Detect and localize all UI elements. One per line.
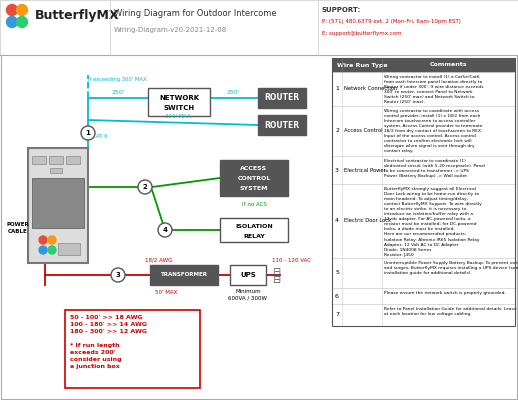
FancyBboxPatch shape xyxy=(230,265,266,285)
Text: SWITCH: SWITCH xyxy=(164,105,195,111)
FancyBboxPatch shape xyxy=(0,0,518,55)
FancyBboxPatch shape xyxy=(220,218,288,242)
Text: 6: 6 xyxy=(335,294,339,298)
Circle shape xyxy=(17,4,27,16)
FancyBboxPatch shape xyxy=(66,156,80,164)
Text: Wire Run Type: Wire Run Type xyxy=(337,62,387,68)
Text: ROUTER: ROUTER xyxy=(264,94,299,102)
Text: POWER
CABLE: POWER CABLE xyxy=(7,222,30,234)
Text: Electric Door Lock: Electric Door Lock xyxy=(344,218,391,224)
Text: Access Control: Access Control xyxy=(344,128,383,134)
Text: 7: 7 xyxy=(335,312,339,318)
FancyBboxPatch shape xyxy=(258,88,306,108)
Text: P: (571) 480.6379 ext. 2 (Mon-Fri, 6am-10pm EST): P: (571) 480.6379 ext. 2 (Mon-Fri, 6am-1… xyxy=(322,20,461,24)
Text: ButterflyMX strongly suggest all Electrical
Door Lock wiring to be home-run dire: ButterflyMX strongly suggest all Electri… xyxy=(384,187,482,257)
Text: Network Connection: Network Connection xyxy=(344,86,397,92)
Text: Wiring contractor to coordinate with access
control provider, install (1) x 18/2: Wiring contractor to coordinate with acc… xyxy=(384,109,482,153)
Text: 4: 4 xyxy=(163,227,167,233)
Circle shape xyxy=(39,246,47,254)
Circle shape xyxy=(158,223,172,237)
Text: Comments: Comments xyxy=(430,62,467,68)
FancyBboxPatch shape xyxy=(332,258,515,288)
FancyBboxPatch shape xyxy=(332,106,515,156)
Text: ISOLATION: ISOLATION xyxy=(235,224,273,230)
Circle shape xyxy=(111,268,125,282)
Text: ButterflyMX: ButterflyMX xyxy=(35,10,120,22)
Circle shape xyxy=(39,236,47,244)
Circle shape xyxy=(7,4,18,16)
Text: Wiring contractor to install (1) a Cat5e/Cat6
from each Intercom panel location : Wiring contractor to install (1) a Cat5e… xyxy=(384,75,483,104)
Text: TRANSFORMER: TRANSFORMER xyxy=(161,272,208,278)
Circle shape xyxy=(17,16,27,28)
FancyBboxPatch shape xyxy=(32,156,46,164)
Text: 250': 250' xyxy=(111,90,125,96)
Text: Refer to Panel Installation Guide for additional details. Leave 6' service loop
: Refer to Panel Installation Guide for ad… xyxy=(384,307,518,316)
FancyBboxPatch shape xyxy=(49,156,63,164)
FancyBboxPatch shape xyxy=(148,88,210,116)
FancyBboxPatch shape xyxy=(28,148,88,263)
Text: ⊟: ⊟ xyxy=(272,275,280,285)
Text: ACCESS: ACCESS xyxy=(240,166,268,172)
Text: Electrical contractor to coordinate (1)
dedicated circuit (with 5-20 receptacle): Electrical contractor to coordinate (1) … xyxy=(384,159,485,178)
Text: 250': 250' xyxy=(226,90,240,96)
Text: CAT 6: CAT 6 xyxy=(92,134,108,140)
FancyBboxPatch shape xyxy=(150,265,218,285)
Text: If exceeding 300' MAX: If exceeding 300' MAX xyxy=(88,78,147,82)
FancyBboxPatch shape xyxy=(332,184,515,258)
Circle shape xyxy=(138,180,152,194)
Text: 50' MAX: 50' MAX xyxy=(155,290,177,296)
Circle shape xyxy=(7,16,18,28)
FancyBboxPatch shape xyxy=(50,168,62,173)
FancyBboxPatch shape xyxy=(332,156,515,184)
Text: 3: 3 xyxy=(116,272,121,278)
Text: Wiring Diagram for Outdoor Intercome: Wiring Diagram for Outdoor Intercome xyxy=(114,10,277,18)
Text: If no ACS: If no ACS xyxy=(241,202,266,206)
FancyBboxPatch shape xyxy=(65,310,200,388)
FancyBboxPatch shape xyxy=(32,178,84,228)
FancyBboxPatch shape xyxy=(332,72,515,106)
Text: NETWORK: NETWORK xyxy=(159,95,199,101)
Text: 5: 5 xyxy=(335,270,339,276)
Text: 2: 2 xyxy=(335,128,339,134)
Text: 1: 1 xyxy=(85,130,91,136)
Text: 2: 2 xyxy=(142,184,148,190)
Text: ⊟: ⊟ xyxy=(272,267,280,277)
FancyBboxPatch shape xyxy=(332,304,515,326)
Text: Please ensure the network switch is properly grounded.: Please ensure the network switch is prop… xyxy=(384,291,506,295)
Circle shape xyxy=(48,236,56,244)
Text: Electrical Power: Electrical Power xyxy=(344,168,386,172)
FancyBboxPatch shape xyxy=(258,115,306,135)
Text: SUPPORT:: SUPPORT: xyxy=(322,7,361,13)
Text: CONTROL: CONTROL xyxy=(237,176,271,182)
Circle shape xyxy=(81,126,95,140)
Text: UPS: UPS xyxy=(240,272,256,278)
Text: 50 - 100' >> 18 AWG
100 - 180' >> 14 AWG
180 - 300' >> 12 AWG

* If run length
e: 50 - 100' >> 18 AWG 100 - 180' >> 14 AWG… xyxy=(70,315,147,369)
Circle shape xyxy=(48,246,56,254)
Text: E: support@butterflymx.com: E: support@butterflymx.com xyxy=(322,30,401,36)
FancyBboxPatch shape xyxy=(58,243,80,255)
Text: 3: 3 xyxy=(335,168,339,172)
FancyBboxPatch shape xyxy=(220,160,288,196)
Text: Wiring-Diagram-v20-2021-12-08: Wiring-Diagram-v20-2021-12-08 xyxy=(114,27,227,33)
Text: SYSTEM: SYSTEM xyxy=(240,186,268,192)
Text: Minimum
600VA / 300W: Minimum 600VA / 300W xyxy=(228,289,267,301)
Text: 4: 4 xyxy=(335,218,339,224)
FancyBboxPatch shape xyxy=(332,58,515,72)
Text: 18/2 AWG: 18/2 AWG xyxy=(145,258,172,262)
Text: 300' MAX: 300' MAX xyxy=(165,114,191,120)
Text: Uninterruptible Power Supply Battery Backup. To prevent voltage drops
and surges: Uninterruptible Power Supply Battery Bac… xyxy=(384,261,518,275)
Text: 110 - 120 VAC: 110 - 120 VAC xyxy=(272,258,311,262)
FancyBboxPatch shape xyxy=(332,288,515,304)
Text: RELAY: RELAY xyxy=(243,234,265,238)
Text: 1: 1 xyxy=(335,86,339,92)
Text: ROUTER: ROUTER xyxy=(264,120,299,130)
